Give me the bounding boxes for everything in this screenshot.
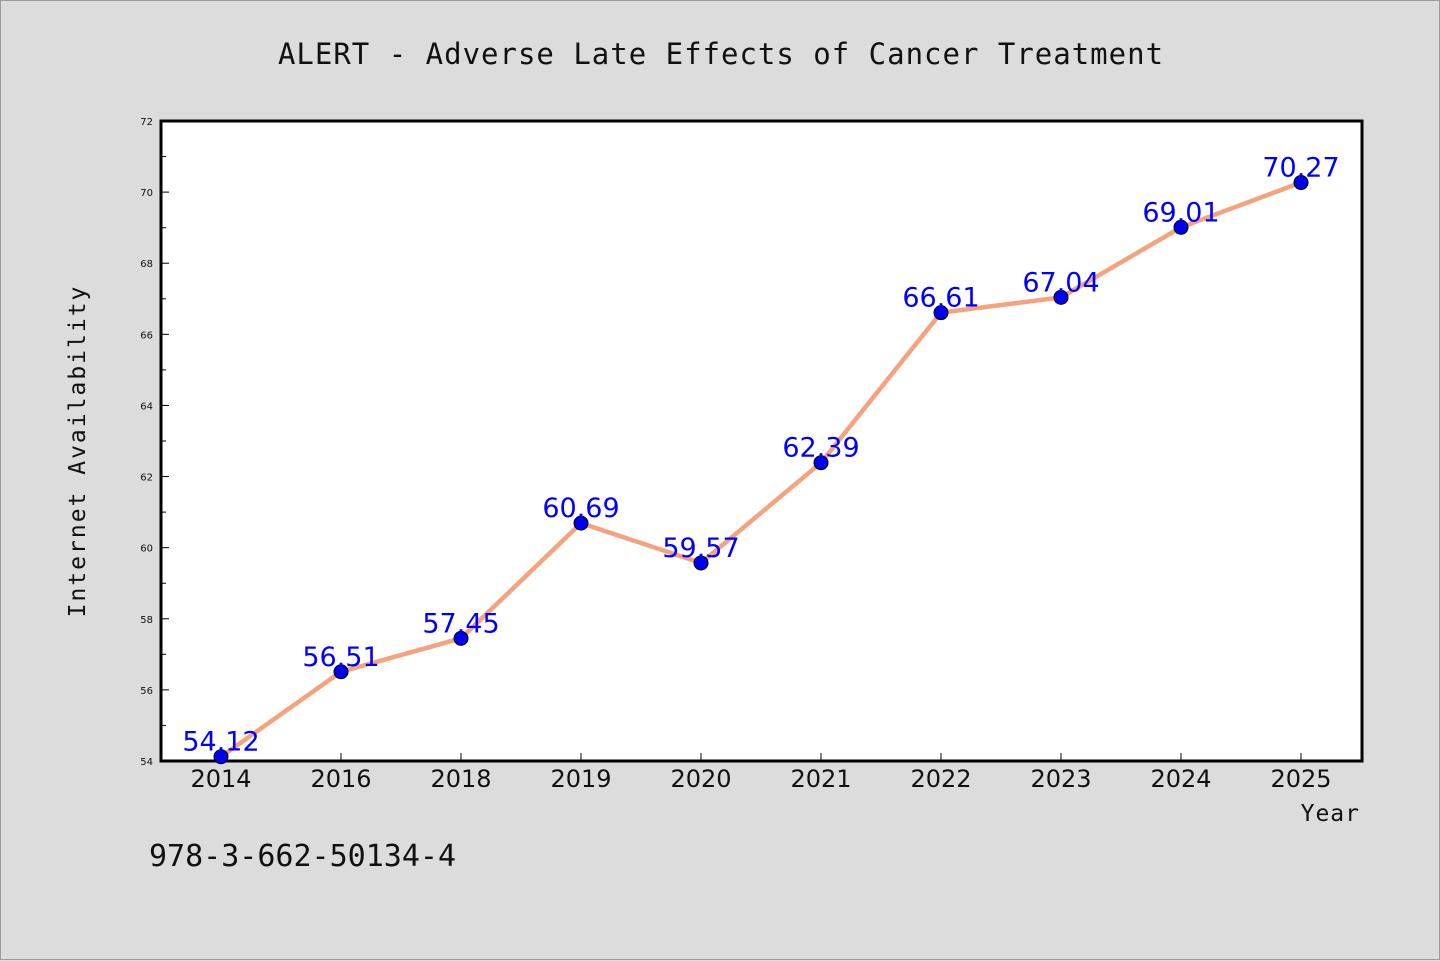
- data-label: 60.69: [542, 493, 619, 524]
- data-label: 54.12: [182, 727, 259, 758]
- data-point: [1173, 219, 1189, 235]
- series-layer: 54.12 56.51 57.45 60.69 59.57 62.39 66.61 67.04…: [182, 153, 1340, 765]
- x-tick-label: 2014: [190, 765, 251, 793]
- data-point: [693, 555, 709, 571]
- data-point: [933, 305, 949, 321]
- y-tick-label: 56: [140, 686, 153, 697]
- x-tick-label: 2022: [910, 765, 971, 793]
- data-point: [1293, 175, 1309, 191]
- data-label: 67.04: [1022, 267, 1099, 298]
- x-tick-label: 2018: [430, 765, 491, 793]
- data-point: [453, 630, 469, 646]
- isbn-text: 978-3-662-50134-4: [149, 839, 456, 874]
- y-tick-label: 58: [140, 615, 153, 626]
- x-tick-label: 2021: [790, 765, 851, 793]
- data-point: [1053, 289, 1069, 305]
- y-tick-label: 54: [140, 757, 153, 768]
- y-tick-label: 66: [140, 330, 153, 341]
- y-tick-label: 68: [140, 259, 153, 270]
- data-label: 70.27: [1262, 153, 1339, 184]
- y-tick-label: 64: [140, 401, 153, 412]
- data-label: 66.61: [902, 283, 979, 314]
- data-label: 57.45: [422, 608, 499, 639]
- x-tick-label: 2025: [1270, 765, 1331, 793]
- x-tick-label: 2019: [550, 765, 611, 793]
- x-axis-label: Year: [1301, 801, 1360, 827]
- x-tick-label: 2016: [310, 765, 371, 793]
- data-label: 62.39: [782, 433, 859, 464]
- x-axis: 2014 2016 2018 2019 2020 2021 2022 2023 2024 2025: [190, 753, 1332, 793]
- y-tick-label: 70: [140, 188, 153, 199]
- y-tick-label: 60: [140, 544, 153, 555]
- data-point: [573, 515, 589, 531]
- data-label: 69.01: [1142, 197, 1219, 228]
- y-axis: 54 56 58 60 62 64 66 68 70 72: [140, 117, 169, 768]
- data-label: 56.51: [302, 642, 379, 673]
- data-label: 59.57: [662, 533, 739, 564]
- chart-title: ALERT - Adverse Late Effects of Cancer T…: [278, 37, 1164, 71]
- plot-area: [159, 119, 1364, 763]
- data-point: [213, 749, 229, 765]
- x-tick-label: 2023: [1030, 765, 1091, 793]
- x-tick-label: 2020: [670, 765, 731, 793]
- y-tick-label: 62: [140, 473, 153, 484]
- y-axis-label: Internet Availability: [65, 285, 91, 618]
- data-point: [333, 664, 349, 680]
- x-tick-label: 2024: [1150, 765, 1211, 793]
- y-tick-label: 72: [140, 117, 153, 128]
- data-point: [813, 455, 829, 471]
- series-line: [218, 180, 1304, 759]
